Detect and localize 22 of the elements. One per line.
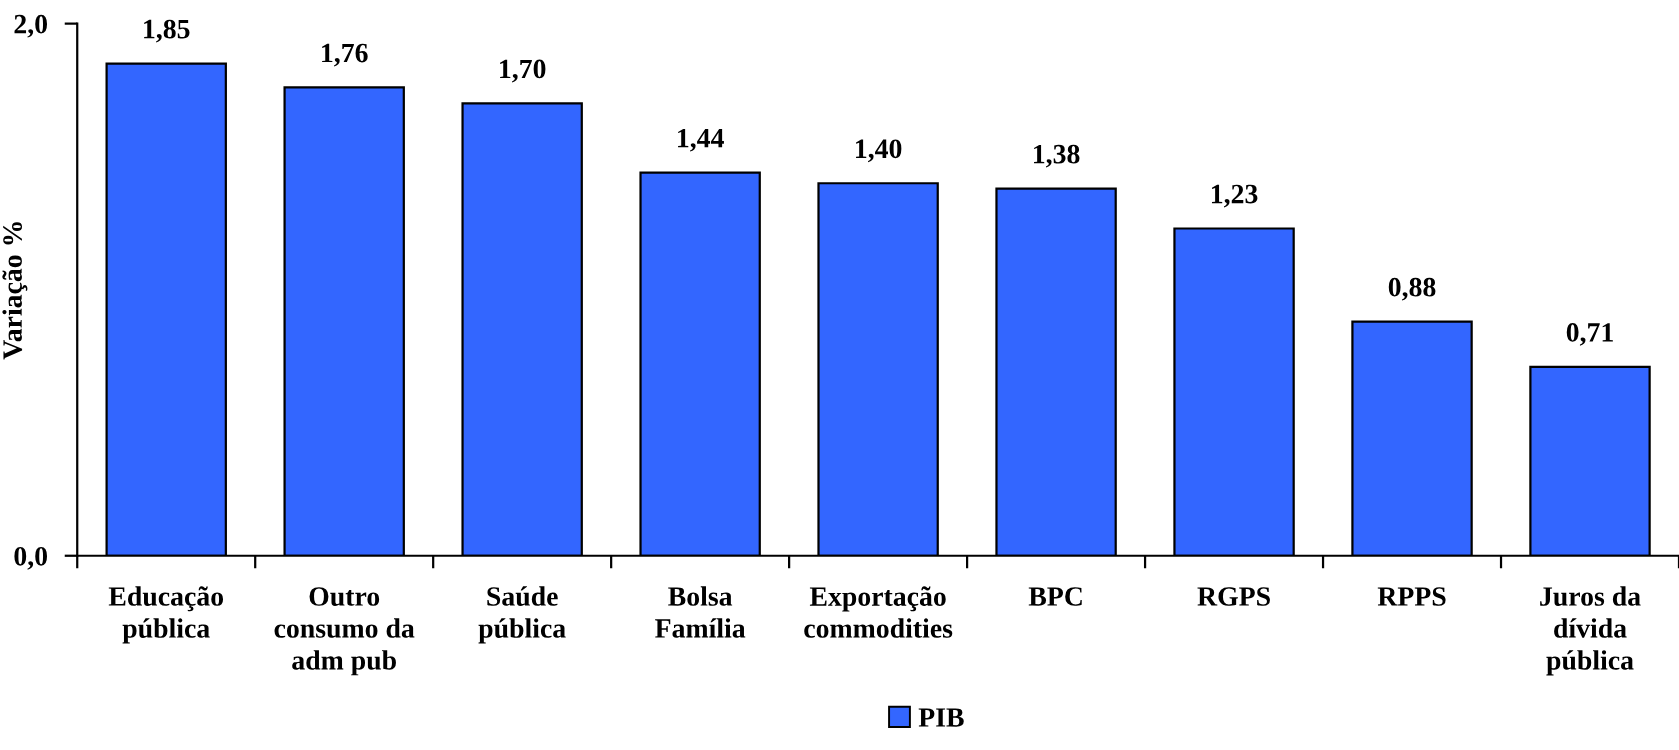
data-label: 1,70: [500, 59, 546, 83]
x-tick-label: Outro consumo da adm pub: [274, 587, 415, 676]
y-axis-title: Variação %: [2, 222, 28, 360]
x-tick-label: BPC: [1028, 587, 1082, 606]
data-label: 0,88: [1388, 277, 1436, 301]
x-tick-label: Educação pública: [108, 586, 224, 644]
data-label: 1,38: [1034, 144, 1080, 168]
data-label: 1,23: [1211, 184, 1258, 208]
x-tick-label: Saúde pública: [478, 586, 566, 644]
legend-label: PIB: [918, 708, 964, 727]
data-label: 1,40: [856, 139, 902, 163]
data-label: 1,85: [144, 19, 190, 43]
x-tick-label: Juros da dívida pública: [1540, 586, 1641, 676]
y-tick-label: 2,0: [14, 14, 48, 38]
data-label: 1,44: [678, 128, 724, 152]
x-tick-label: RGPS: [1197, 587, 1270, 606]
x-tick-label: RPPS: [1377, 587, 1446, 606]
data-label: 1,76: [322, 43, 368, 67]
data-label: 0,71: [1566, 323, 1613, 346]
y-tick-label: 0,0: [14, 546, 48, 570]
x-tick-label: Exportação commodities: [804, 586, 953, 638]
x-tick-label: Bolsa Família: [655, 586, 746, 638]
